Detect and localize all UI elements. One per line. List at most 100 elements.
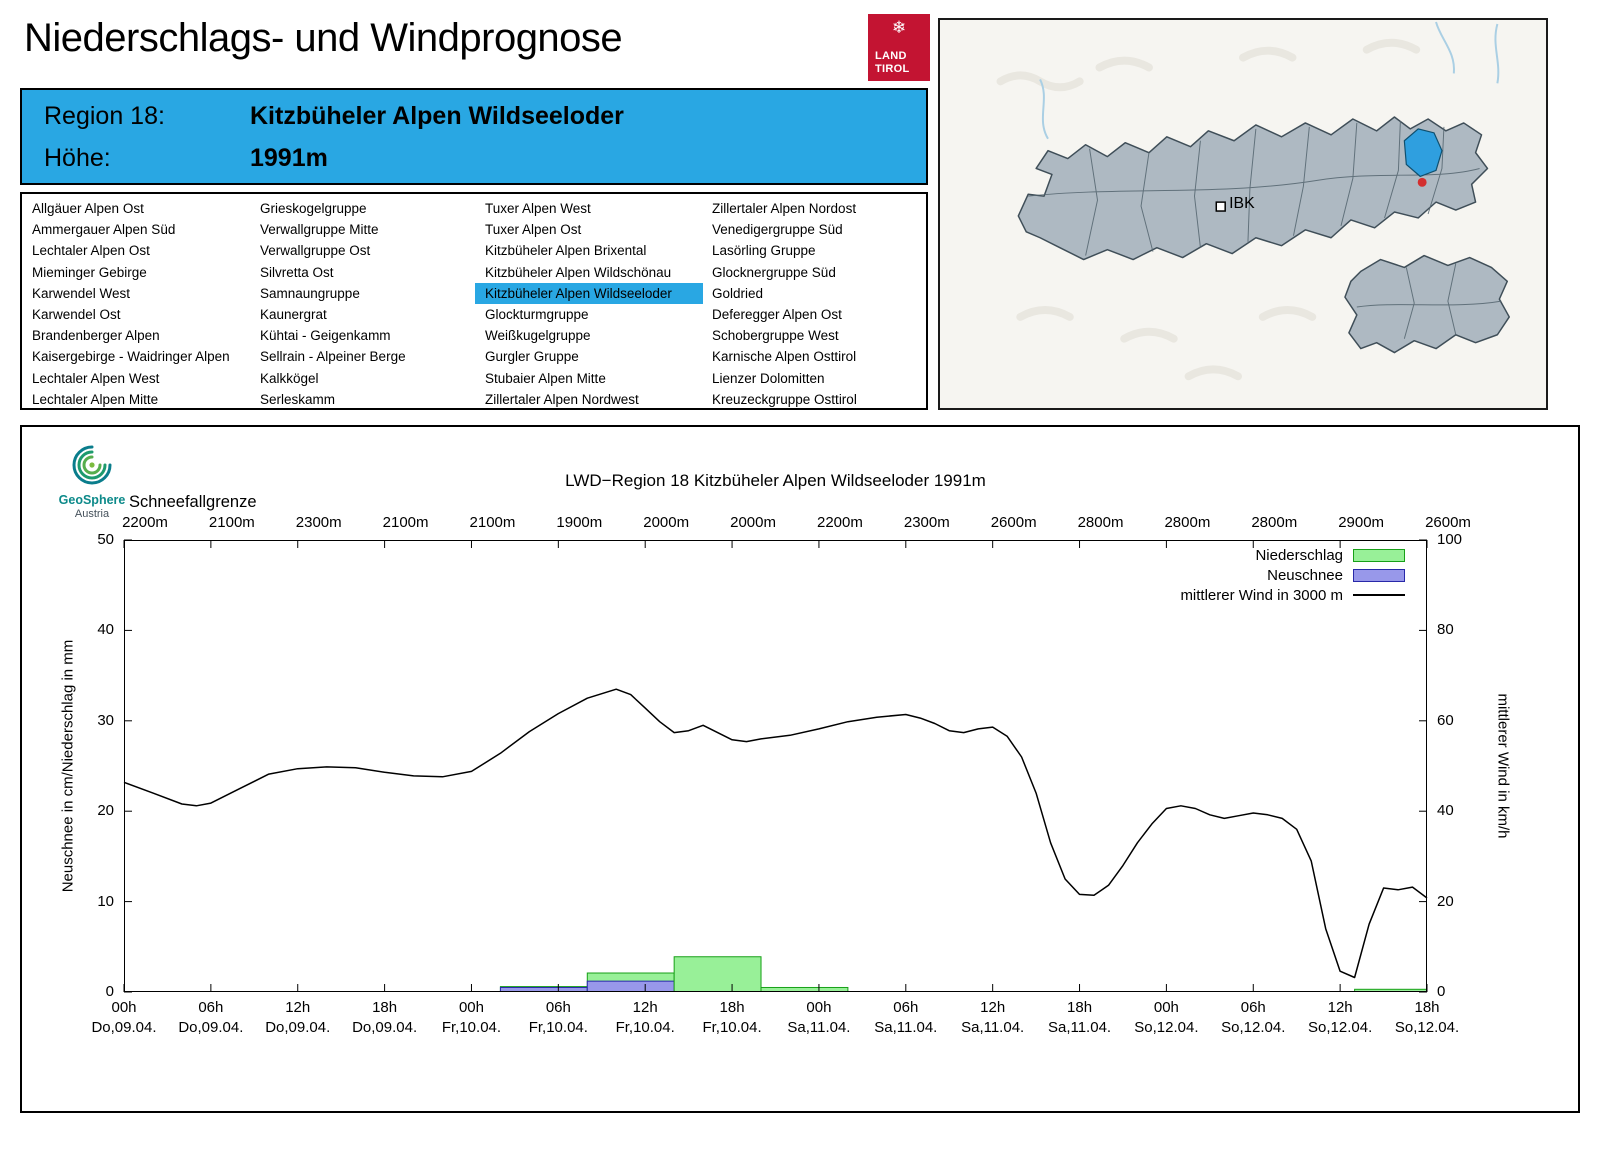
region-item[interactable]: Kitzbüheler Alpen Brixental — [485, 243, 647, 259]
snowline-label: Schneefallgrenze — [129, 493, 257, 511]
x-axis-hour-label: 00h — [806, 999, 832, 1016]
map-region-tirol[interactable] — [1017, 116, 1489, 261]
plot-frame — [124, 540, 1427, 992]
x-axis-date-label: So,12.04. — [1134, 1019, 1199, 1036]
region-item-selected[interactable]: Kitzbüheler Alpen Wildseeloder — [475, 282, 703, 305]
snowline-value: 2800m — [1164, 514, 1211, 531]
region-item[interactable]: Venedigergruppe Süd — [712, 222, 843, 238]
snowline-value: 2800m — [1077, 514, 1124, 531]
x-axis-date-label: Fr,10.04. — [702, 1019, 762, 1036]
region-item[interactable]: Allgäuer Alpen Ost — [32, 201, 144, 216]
x-axis-hour-label: 18h — [372, 999, 398, 1016]
region-item[interactable]: Sellrain - Alpeiner Berge — [260, 349, 406, 365]
snowline-value: 2300m — [295, 514, 342, 531]
region-item[interactable]: Verwallgruppe Mitte — [260, 222, 379, 238]
region-item[interactable]: Kaunergrat — [260, 307, 327, 323]
region-item[interactable]: Glocknergruppe Süd — [712, 264, 836, 280]
snowline-value: 2600m — [990, 514, 1037, 531]
map-region-osttirol[interactable] — [1344, 254, 1510, 354]
region-item[interactable]: Glockturmgruppe — [485, 307, 589, 323]
y-axis-tick-label: 0 — [105, 983, 114, 1000]
region-item[interactable]: Karwendel West — [32, 285, 131, 301]
snowline-value: 2300m — [903, 514, 950, 531]
ibk-marker — [1215, 201, 1226, 212]
region-item[interactable]: Lechtaler Alpen Mitte — [32, 391, 159, 407]
altitude-row: Höhe: 1991m — [44, 144, 328, 173]
region-row: Region 18: Kitzbüheler Alpen Wildseeloder — [44, 102, 624, 131]
map-region-selected[interactable] — [1403, 128, 1443, 178]
region-item[interactable]: Kaisergebirge - Waidringer Alpen — [32, 349, 230, 365]
region-item[interactable]: Kreuzeckgruppe Osttirol — [712, 391, 857, 407]
x-axis-hour-label: 12h — [1327, 999, 1353, 1016]
x-axis-date-label: Fr,10.04. — [441, 1019, 502, 1036]
region-item[interactable]: Samnaungruppe — [260, 285, 360, 301]
region-item[interactable]: Lechtaler Alpen West — [32, 370, 160, 386]
region-value: Kitzbüheler Alpen Wildseeloder — [250, 102, 624, 130]
logo-line2: TIROL — [875, 62, 910, 75]
x-axis-hour-label: 18h — [1067, 999, 1093, 1016]
y-axis-tick-label: 30 — [97, 711, 114, 729]
region-item[interactable]: Zillertaler Alpen Nordost — [712, 201, 857, 216]
legend-item: Niederschlag — [124, 545, 1405, 565]
region-item[interactable]: Stubaier Alpen Mitte — [485, 370, 606, 386]
y2-axis-tick-label: 80 — [1437, 621, 1454, 639]
region-item[interactable]: Serleskamm — [260, 391, 336, 407]
region-item[interactable]: Lechtaler Alpen Ost — [32, 243, 150, 259]
land-tirol-logo: ❄ LAND TIROL — [868, 14, 930, 81]
region-item[interactable]: Brandenberger Alpen — [32, 328, 160, 344]
x-axis-hour-label: 06h — [1240, 999, 1266, 1016]
x-axis-date-label: Do,09.04. — [265, 1019, 331, 1036]
region-item[interactable]: Ammergauer Alpen Süd — [32, 222, 176, 238]
legend-box-swatch — [1353, 548, 1405, 562]
geosphere-sub: Austria — [74, 507, 110, 520]
neuschnee-bar — [586, 980, 675, 993]
snowline-value: 2000m — [730, 514, 776, 531]
region-item[interactable]: Karwendel Ost — [32, 307, 121, 323]
logo-line1: LAND — [875, 50, 907, 63]
region-item[interactable]: Deferegger Alpen Ost — [712, 307, 842, 323]
region-item[interactable]: Lienzer Dolomitten — [712, 370, 825, 386]
y2-axis-tick-label: 40 — [1437, 802, 1454, 820]
geosphere-spiral-icon — [72, 445, 112, 485]
region-column: Allgäuer Alpen Ost Ammergauer Alpen Süd Le… — [22, 198, 236, 410]
region-item[interactable]: Gurgler Gruppe — [485, 349, 579, 365]
snowline-value: 2200m — [816, 514, 863, 531]
x-axis-hour-label: 06h — [893, 999, 919, 1016]
map-district-borders — [1028, 120, 1480, 256]
region-item[interactable]: Goldried — [712, 285, 764, 301]
region-item[interactable]: Lasörling Gruppe — [712, 243, 816, 259]
x-axis-date-label: Sa,11.04. — [787, 1019, 851, 1036]
tirol-map: IBK — [996, 21, 1510, 381]
region-item[interactable]: Schobergruppe West — [712, 328, 839, 344]
y-axis-title-right: mittlerer Wind in km/h — [1494, 693, 1512, 839]
x-axis-hour-label: 12h — [980, 999, 1006, 1016]
region-item[interactable]: Mieminger Gebirge — [32, 264, 147, 280]
x-axis-date-label: Sa,11.04. — [874, 1019, 938, 1036]
snowline-value: 1900m — [556, 514, 603, 531]
x-axis-date-label: Fr,10.04. — [528, 1019, 588, 1036]
map-marker-dot — [1417, 177, 1427, 187]
region-item[interactable]: Tuxer Alpen Ost — [485, 222, 582, 238]
region-item[interactable]: Kalkkögel — [260, 370, 319, 386]
region-column: Zillertaler Alpen Nordost Venedigergruppe… — [702, 198, 863, 410]
land-tirol-logo-text: LAND TIROL — [875, 50, 910, 75]
region-item[interactable]: Tuxer Alpen West — [485, 201, 591, 216]
region-item[interactable]: Zillertaler Alpen Nordwest — [485, 391, 639, 407]
region-item[interactable]: Kitzbüheler Alpen Wildschönau — [485, 264, 672, 280]
map-panel: IBK — [938, 18, 1548, 410]
region-item[interactable]: Silvretta Ost — [260, 264, 334, 280]
geosphere-name: GeoSphere — [58, 493, 126, 507]
region-item[interactable]: Karnische Alpen Osttirol — [712, 349, 857, 365]
niederschlag-bar — [673, 956, 762, 992]
region-item[interactable]: Kühtai - Geigenkamm — [260, 328, 391, 344]
x-axis-date-label: So,12.04. — [1221, 1019, 1286, 1036]
y2-axis-tick-label: 20 — [1437, 892, 1454, 910]
x-axis-date-label: So,12.04. — [1394, 1019, 1460, 1036]
region-item[interactable]: Grieskogelgruppe — [260, 201, 367, 216]
legend-item: Neuschnee — [124, 565, 1405, 585]
region-column: Tuxer Alpen West Tuxer Alpen Ost Kitzbühel… — [475, 198, 703, 410]
region-item[interactable]: Verwallgruppe Ost — [260, 243, 371, 259]
x-axis-hour-label: 18h — [719, 999, 745, 1016]
snowline-value: 2000m — [643, 514, 690, 531]
region-item[interactable]: Weißkugelgruppe — [485, 328, 591, 344]
